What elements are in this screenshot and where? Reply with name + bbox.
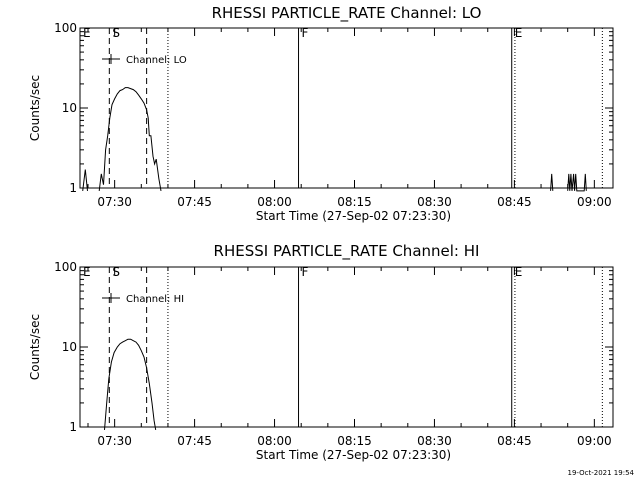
series-line	[98, 87, 162, 191]
x-tick-label: 07:45	[177, 195, 212, 209]
legend-label: Channel: LO	[126, 55, 187, 66]
series-line	[82, 169, 88, 191]
x-tick-label: 08:00	[257, 434, 292, 448]
plot-frame	[79, 266, 614, 428]
x-tick-label: 09:00	[577, 195, 612, 209]
y-tick-label: 1	[69, 420, 77, 434]
y-tick-label: 100	[54, 260, 77, 274]
y-tick-label: 1	[69, 181, 77, 195]
x-tick-label: 07:45	[177, 434, 212, 448]
x-tick-label: 08:00	[257, 195, 292, 209]
event-marker-label: F	[302, 26, 309, 40]
x-tick-label: 08:15	[337, 195, 372, 209]
legend-label: Channel: HI	[126, 294, 184, 305]
event-marker-label: F	[302, 265, 309, 279]
y-tick-label: 10	[62, 101, 77, 115]
event-marker-label: S	[112, 265, 120, 279]
x-tick-label: 08:45	[497, 195, 532, 209]
footer-timestamp: 19-Oct-2021 19:54	[567, 469, 634, 477]
x-tick-label: 08:15	[337, 434, 372, 448]
x-tick-label: 07:30	[97, 434, 132, 448]
plot-frame	[79, 27, 614, 189]
x-tick-label: 08:30	[417, 195, 452, 209]
x-tick-label: 08:45	[497, 434, 532, 448]
chart-title: RHESSI PARTICLE_RATE Channel: HI	[214, 242, 480, 261]
event-marker-label: E	[83, 265, 91, 279]
y-tick-label: 10	[62, 340, 77, 354]
y-axis-label: Counts/sec	[28, 75, 42, 141]
series-line	[550, 173, 554, 191]
series-line	[567, 173, 587, 192]
x-axis-label: Start Time (27-Sep-02 07:23:30)	[256, 448, 451, 462]
event-marker-label: E	[515, 265, 523, 279]
chart-panel-1: RHESSI PARTICLE_RATE Channel: LO 1 10 100 Co…	[28, 4, 614, 223]
chart-title: RHESSI PARTICLE_RATE Channel: LO	[212, 4, 482, 23]
x-axis-label: Start Time (27-Sep-02 07:23:30)	[256, 209, 451, 223]
chart-panel-2: RHESSI PARTICLE_RATE Channel: HI 1 10 100 Co…	[28, 242, 614, 462]
event-marker-label: E	[515, 26, 523, 40]
y-tick-label: 100	[54, 21, 77, 35]
event-marker-label: E	[83, 26, 91, 40]
series-line	[104, 338, 157, 430]
event-marker-label: S	[112, 26, 120, 40]
x-tick-label: 09:00	[577, 434, 612, 448]
x-tick-label: 07:30	[97, 195, 132, 209]
x-tick-label: 08:30	[417, 434, 452, 448]
y-axis-label: Counts/sec	[28, 314, 42, 380]
